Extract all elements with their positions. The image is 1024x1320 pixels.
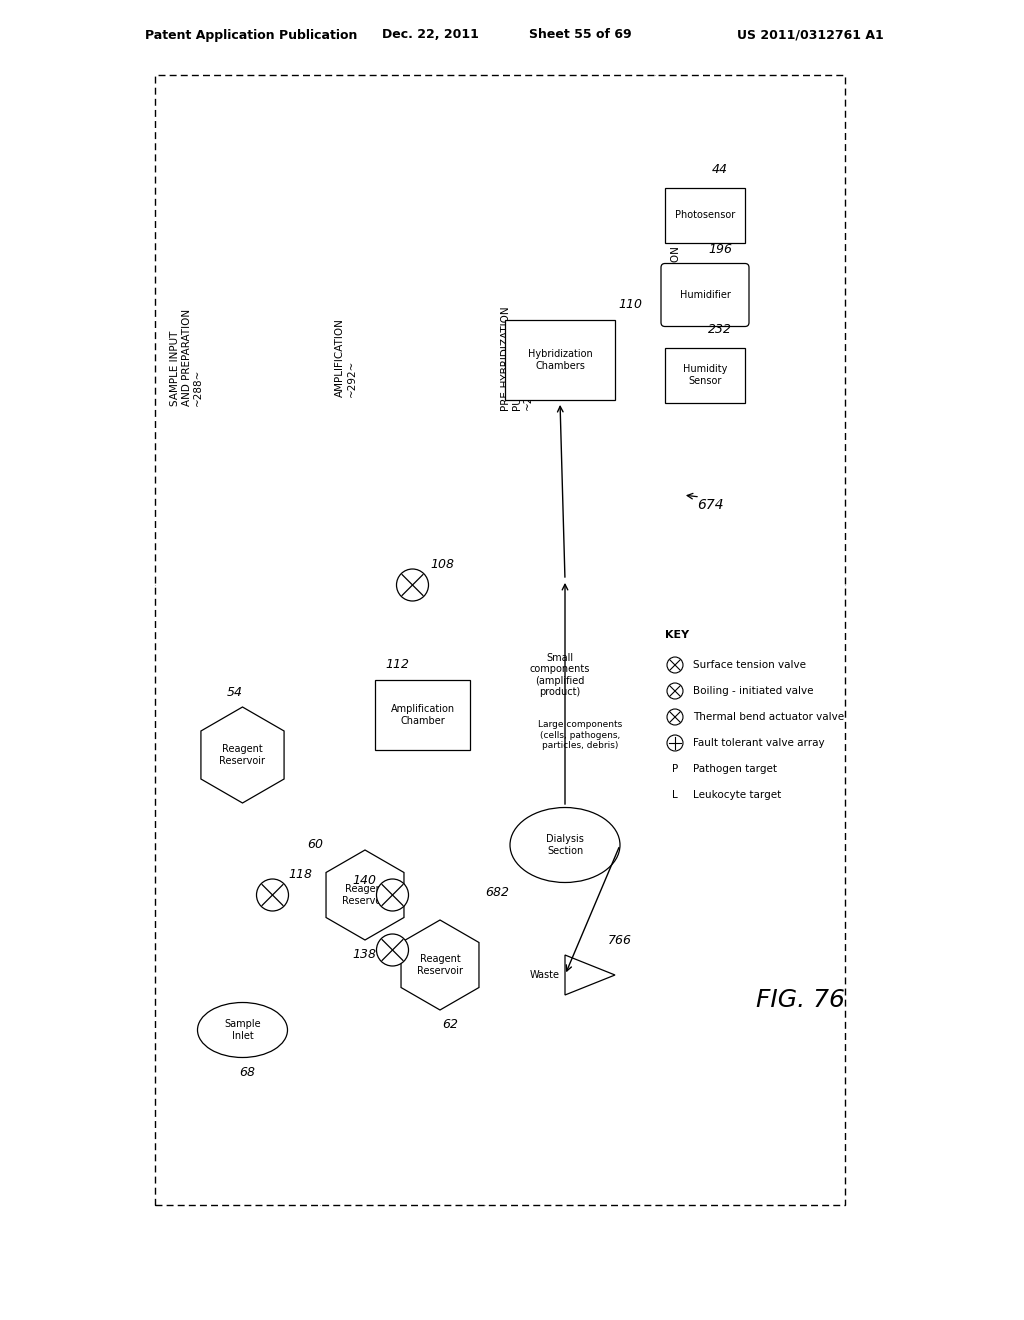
- Text: Reagent
Reservoir: Reagent Reservoir: [219, 744, 265, 766]
- FancyBboxPatch shape: [662, 264, 749, 326]
- Text: 44: 44: [712, 162, 728, 176]
- Text: Waste: Waste: [530, 970, 560, 979]
- Text: Reagent
Reservoir: Reagent Reservoir: [417, 954, 463, 975]
- Text: Patent Application Publication: Patent Application Publication: [145, 29, 357, 41]
- Bar: [155, 75, 845, 1205]
- Text: 108: 108: [430, 558, 455, 572]
- Text: 140: 140: [352, 874, 377, 887]
- Text: Reagent
Reservoir: Reagent Reservoir: [342, 884, 388, 906]
- Text: 118: 118: [289, 869, 312, 882]
- Text: KEY: KEY: [665, 630, 689, 640]
- Bar: [665, 347, 745, 403]
- Text: Boiling - initiated valve: Boiling - initiated valve: [693, 686, 813, 696]
- Text: Large components
(cells, pathogens,
particles, debris): Large components (cells, pathogens, part…: [538, 721, 623, 750]
- Text: 62: 62: [442, 1019, 458, 1031]
- Text: 138: 138: [352, 949, 377, 961]
- Text: Small
components
(amplified
product): Small components (amplified product): [529, 652, 590, 697]
- Text: PRE-HYBRIDIZATION
PURIFICATION
~293~: PRE-HYBRIDIZATION PURIFICATION ~293~: [500, 305, 534, 409]
- Text: Fault tolerant valve array: Fault tolerant valve array: [693, 738, 824, 748]
- Text: 54: 54: [226, 686, 243, 700]
- Text: Pathogen target: Pathogen target: [693, 764, 777, 774]
- Text: P: P: [672, 764, 678, 774]
- Bar: [665, 187, 745, 243]
- Ellipse shape: [510, 808, 620, 883]
- Text: US 2011/0312761 A1: US 2011/0312761 A1: [736, 29, 884, 41]
- Text: Photosensor: Photosensor: [675, 210, 735, 220]
- Text: 68: 68: [240, 1065, 256, 1078]
- Text: 110: 110: [618, 298, 642, 312]
- Text: Humidifier: Humidifier: [680, 290, 730, 300]
- Text: 112: 112: [385, 659, 410, 672]
- Text: SAMPLE INPUT
AND PREPARATION
~288~: SAMPLE INPUT AND PREPARATION ~288~: [170, 309, 203, 407]
- Text: Leukocyte target: Leukocyte target: [693, 789, 781, 800]
- Circle shape: [667, 709, 683, 725]
- Polygon shape: [401, 920, 479, 1010]
- Circle shape: [377, 879, 409, 911]
- Circle shape: [667, 682, 683, 700]
- Circle shape: [256, 879, 289, 911]
- Polygon shape: [201, 708, 284, 803]
- Circle shape: [667, 735, 683, 751]
- Text: 766: 766: [608, 933, 632, 946]
- Text: Sample
Inlet: Sample Inlet: [224, 1019, 261, 1040]
- Text: Humidity
Sensor: Humidity Sensor: [683, 364, 727, 385]
- Bar: [505, 319, 615, 400]
- Text: DETECTION
~294~: DETECTION ~294~: [670, 246, 691, 305]
- Text: Dialysis
Section: Dialysis Section: [546, 834, 584, 855]
- Text: 682: 682: [485, 887, 509, 899]
- Bar: [375, 680, 470, 750]
- Text: Hybridization
Chambers: Hybridization Chambers: [527, 350, 592, 371]
- Polygon shape: [565, 954, 615, 995]
- Text: L: L: [672, 789, 678, 800]
- Circle shape: [396, 569, 428, 601]
- Ellipse shape: [198, 1002, 288, 1057]
- Text: 232: 232: [708, 323, 732, 337]
- Text: AMPLIFICATION
~292~: AMPLIFICATION ~292~: [335, 318, 356, 397]
- Circle shape: [377, 935, 409, 966]
- Text: 60: 60: [307, 838, 323, 851]
- Text: Dec. 22, 2011: Dec. 22, 2011: [382, 29, 478, 41]
- Text: Thermal bend actuator valve: Thermal bend actuator valve: [693, 711, 844, 722]
- Text: Sheet 55 of 69: Sheet 55 of 69: [528, 29, 632, 41]
- Text: Surface tension valve: Surface tension valve: [693, 660, 806, 671]
- Text: FIG. 76: FIG. 76: [756, 987, 845, 1012]
- Text: 196: 196: [708, 243, 732, 256]
- Text: 674: 674: [696, 498, 723, 512]
- Text: Amplification
Chamber: Amplification Chamber: [390, 704, 455, 726]
- Polygon shape: [326, 850, 404, 940]
- Circle shape: [667, 657, 683, 673]
